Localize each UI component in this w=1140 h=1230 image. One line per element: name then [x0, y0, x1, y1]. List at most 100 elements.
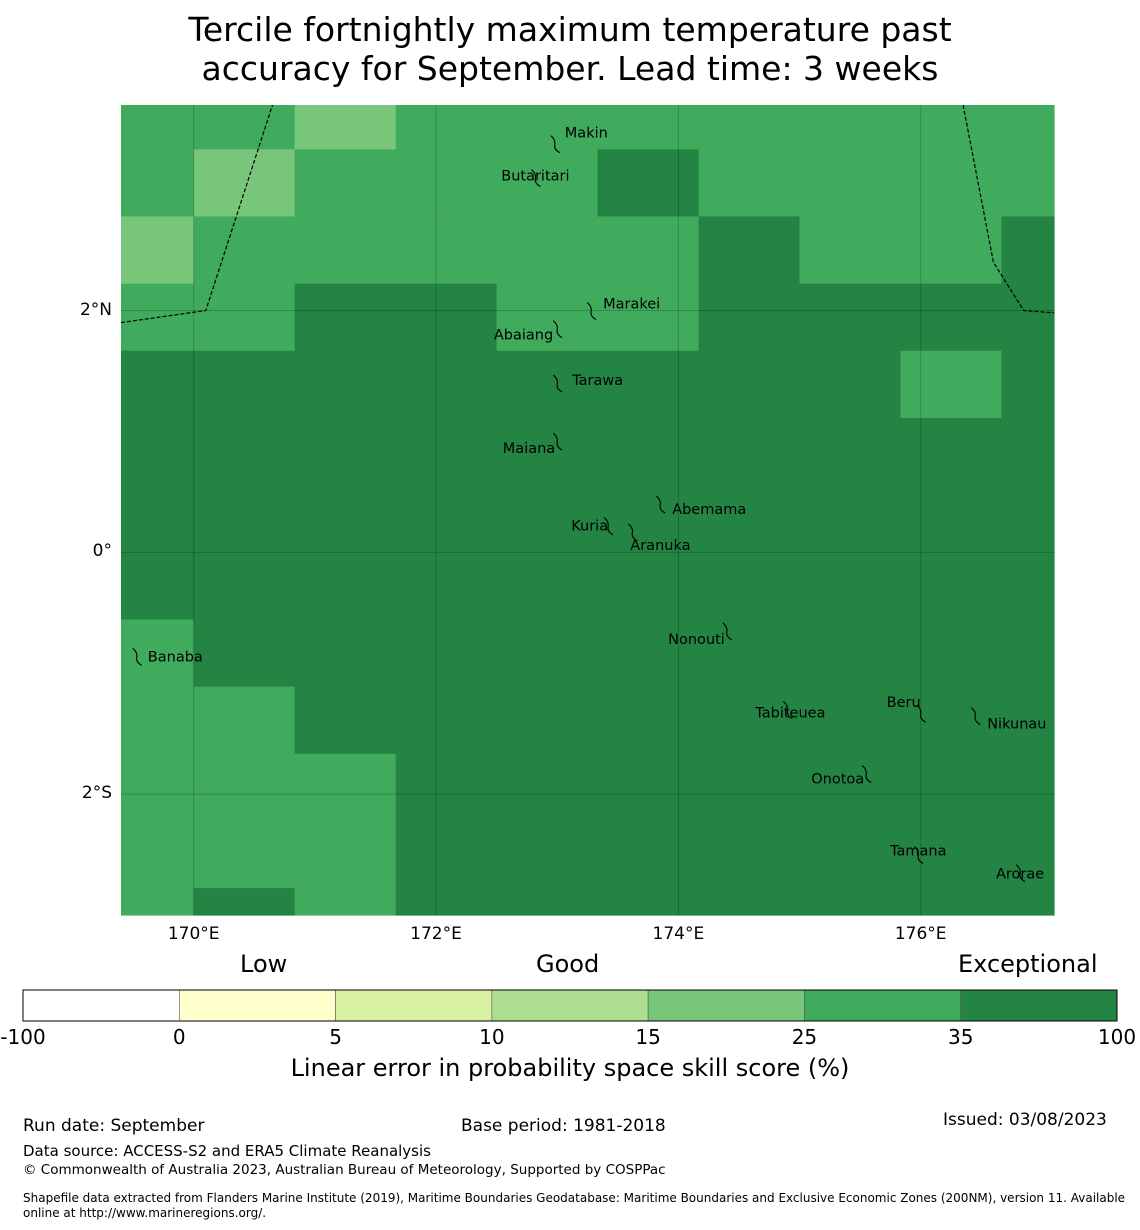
grid-cell [496, 350, 599, 419]
island-outline [861, 765, 872, 784]
island-banaba: Banaba [132, 647, 203, 666]
grid-cell [597, 619, 700, 688]
grid-cell [395, 619, 498, 688]
grid-cell [193, 485, 296, 553]
island-outline [132, 647, 143, 666]
island-onotoa: Onotoa [811, 765, 872, 788]
colorbar-segment [960, 989, 1118, 1022]
island-label: Banaba [148, 649, 203, 665]
grid-cell [1001, 149, 1055, 218]
colorbar-tick-label: 35 [947, 1025, 974, 1049]
island-label: Nonouti [668, 632, 725, 648]
grid-cell [799, 283, 902, 352]
grid-cell [294, 105, 397, 150]
island-label: Tamana [889, 844, 946, 860]
colorbar-tick-label: 10 [479, 1025, 505, 1049]
x-tick-label: 176°E [894, 924, 947, 944]
grid-cell [799, 216, 902, 285]
island-label: Onotoa [811, 772, 864, 788]
colorbar-label: Linear error in probability space skill … [290, 1054, 850, 1082]
colorbar-tick-label: -100 [0, 1025, 46, 1049]
island-outline [627, 523, 638, 542]
grid-cell [395, 418, 498, 486]
map-plot[interactable]: Makin Butaritari Marakei Abaiang Tarawa Maian… [0, 0, 1140, 920]
colorbar-segment [647, 989, 805, 1022]
grid-cell [597, 485, 700, 553]
grid-cell [193, 619, 296, 688]
grid-cell [395, 149, 498, 218]
grid-cell [294, 216, 397, 285]
grid-cell [496, 105, 599, 150]
grid-cell [900, 149, 1003, 218]
island-tamana: Tamana [889, 844, 947, 865]
grid-cell [395, 105, 498, 150]
colorbar-tick-label: 100 [1097, 1025, 1137, 1049]
grid-cell [1001, 350, 1055, 419]
grid-cell [496, 820, 599, 889]
colorbar-tick-label: 15 [635, 1025, 661, 1049]
grid-cell [193, 418, 296, 486]
grid-cell [799, 350, 902, 419]
island-outline [970, 707, 981, 726]
grid-cell [294, 619, 397, 688]
grid-cell [597, 283, 700, 352]
x-tick-label: 172°E [410, 924, 462, 944]
island-outline [603, 517, 614, 536]
grid-cell [597, 350, 700, 419]
grid-cell [900, 105, 1003, 150]
island-label: Tarawa [571, 373, 623, 389]
grid-cell [294, 820, 397, 889]
island-label: Tabiteuea [754, 706, 825, 722]
island-aranuka: Aranuka [627, 523, 690, 554]
lat-lon-gridlines [121, 105, 1054, 915]
island-label: Nikunau [987, 717, 1046, 733]
island-label: Butaritari [501, 169, 569, 185]
island-tarawa: Tarawa [552, 373, 623, 393]
chart-title-line1: Tercile fortnightly maximum temperature … [188, 10, 952, 49]
grid-cell [294, 686, 397, 755]
grid-cell [395, 485, 498, 553]
x-tick-label: 170°E [167, 924, 220, 944]
grid-cell [900, 753, 1003, 822]
eez-boundaries [120, 104, 1055, 324]
grid-cell [1001, 888, 1055, 916]
grid-cell [799, 105, 902, 150]
island-label: Abaiang [494, 328, 553, 344]
grid-cell [799, 149, 902, 218]
grid-cell [496, 753, 599, 822]
island-outline [1015, 864, 1026, 883]
grid-cell [900, 216, 1003, 285]
grid-cell [900, 888, 1003, 916]
grid-cell [900, 686, 1003, 755]
grid-cell [496, 888, 599, 916]
colorbar-frame [22, 989, 1118, 1022]
grid-cell [698, 820, 801, 889]
category-exceptional: Exceptional [958, 950, 1098, 978]
island-nonouti: Nonouti [668, 622, 733, 648]
grid-cell [698, 686, 801, 755]
grid-cell [698, 149, 801, 218]
island-outline [531, 169, 541, 188]
island-outline [655, 495, 666, 514]
grid-cell [193, 888, 296, 916]
grid-cell [294, 888, 397, 916]
data-source: Data source: ACCESS-S2 and ERA5 Climate … [23, 1142, 431, 1160]
grid-cell [597, 552, 700, 621]
island-label: Abemama [672, 502, 746, 518]
colorbar-tick-label: 0 [172, 1025, 186, 1049]
grid-cell [193, 350, 296, 419]
island-outline [783, 701, 793, 719]
grid-cell [698, 418, 801, 486]
grid-cell [1001, 820, 1055, 889]
grid-cell [698, 105, 801, 150]
grid-cell [193, 149, 296, 218]
grid-cell [1001, 216, 1055, 285]
grid-cell [496, 619, 599, 688]
island-label: Makin [565, 126, 608, 142]
grid-cell [597, 418, 700, 486]
island-outline [552, 374, 563, 393]
grid-cell [799, 552, 902, 621]
grid-cell [900, 283, 1003, 352]
grid-cell [193, 216, 296, 285]
grid-cell [395, 350, 498, 419]
